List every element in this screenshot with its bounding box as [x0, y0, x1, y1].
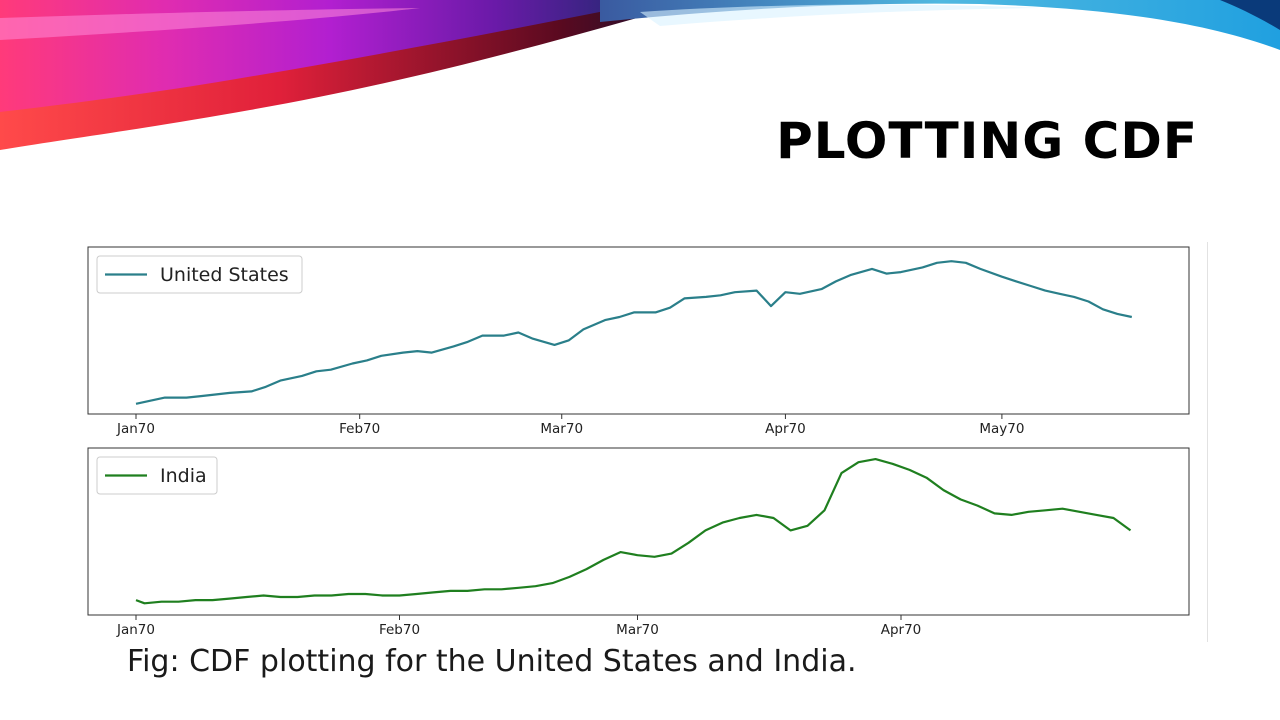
- legend-box: [96, 255, 303, 294]
- chart-united-states: Jan70 Feb70 Mar70 Apr70 May70 United States: [87, 246, 1190, 437]
- chart-india: Jan70 Feb70 Mar70 Apr70 India: [87, 447, 1190, 638]
- x-tick-label: Feb70: [339, 421, 380, 437]
- legend-label: United States: [160, 264, 289, 286]
- legend-box: [96, 456, 218, 495]
- legend-label: India: [160, 465, 207, 487]
- x-tick-label: Apr70: [765, 421, 806, 437]
- vertical-divider: [1207, 242, 1208, 642]
- slide-title: PLOTTING CDF: [776, 112, 1198, 170]
- x-tick-label: Mar70: [616, 622, 659, 638]
- x-tick-label: May70: [979, 421, 1024, 437]
- x-tick-label: Jan70: [116, 622, 155, 638]
- x-tick-label: Feb70: [379, 622, 420, 638]
- x-tick-label: Jan70: [116, 421, 155, 437]
- series-line-united-states: [135, 260, 1133, 405]
- plot-frame: [87, 447, 1190, 616]
- decorative-header-banner: [0, 0, 1280, 150]
- x-tick-label: Mar70: [540, 421, 583, 437]
- figure-caption: Fig: CDF plotting for the United States …: [127, 644, 857, 679]
- series-line-india: [135, 458, 1132, 605]
- x-tick-label: Apr70: [881, 622, 922, 638]
